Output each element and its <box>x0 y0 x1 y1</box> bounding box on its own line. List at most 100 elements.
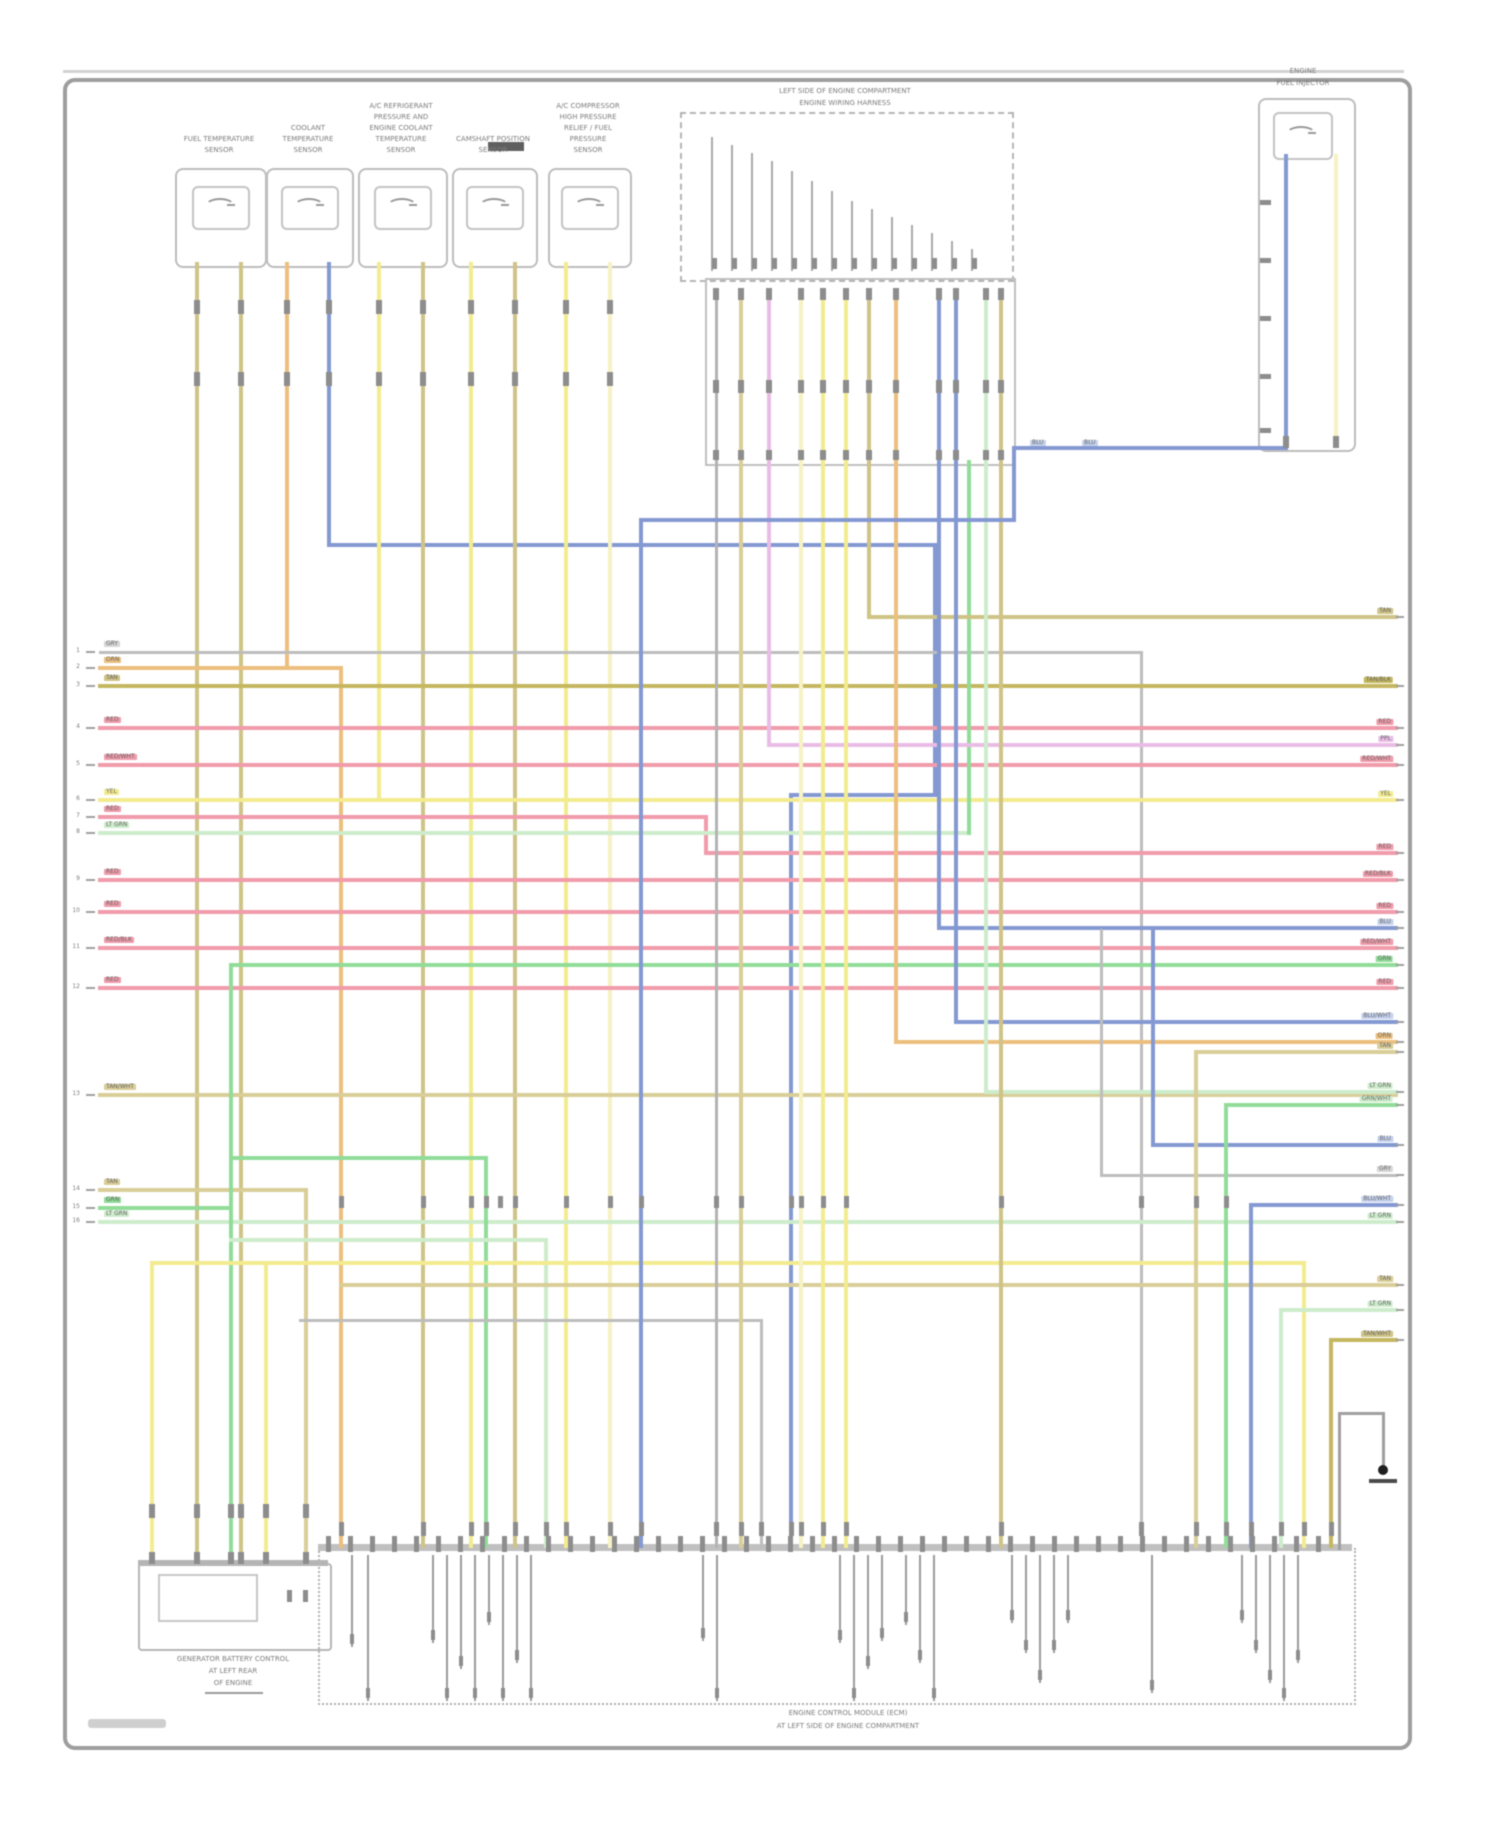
connector-pin <box>512 1196 518 1208</box>
right-exit-tick <box>1396 1144 1404 1146</box>
ground-bar <box>1369 1479 1397 1483</box>
connector-pin <box>459 1656 463 1666</box>
wire-color-tag: LT GRN <box>1367 1212 1393 1220</box>
connector-pin <box>936 288 942 300</box>
connector-pin <box>1052 1640 1056 1650</box>
connector-pin <box>942 1536 947 1552</box>
connector-pin <box>1138 1522 1144 1536</box>
caption: LEFT SIDE OF ENGINE COMPARTMENT <box>779 87 911 95</box>
wire-color-tag: BLU <box>1082 439 1098 447</box>
connector-pin <box>634 1536 639 1552</box>
right-exit-tick <box>1396 799 1404 801</box>
wire-color-tag: TAN <box>1377 1042 1393 1050</box>
wire <box>639 518 643 1548</box>
connector-pin <box>1260 428 1271 433</box>
right-exit-tick <box>1396 1221 1404 1223</box>
connector-pin <box>713 288 719 300</box>
wire <box>98 763 1398 767</box>
right-exit-tick <box>1396 1021 1404 1023</box>
connector-pin <box>238 300 244 314</box>
wire-color-tag: RED <box>1376 978 1393 986</box>
wire <box>1381 1411 1385 1470</box>
connector-pin <box>953 288 959 300</box>
left-exit-number: 9 <box>76 875 80 882</box>
connector-pin <box>1024 1640 1028 1650</box>
connector-pin <box>512 300 518 314</box>
connector-pin <box>798 450 804 460</box>
connector-pin <box>852 258 857 269</box>
sensor-symbol <box>205 198 235 214</box>
wire-color-tag: RED <box>1376 718 1393 726</box>
connector-pin <box>194 372 200 386</box>
wire-color-tag: RED <box>1376 843 1393 851</box>
connector-pin <box>370 1536 375 1552</box>
connector-pin <box>458 1536 463 1552</box>
connector-pin <box>348 1536 353 1552</box>
connector-pin <box>983 288 989 300</box>
connector-pin <box>238 1552 244 1564</box>
connector-pin <box>893 380 899 393</box>
wire <box>98 798 1398 802</box>
caption: COOLANT <box>290 124 326 132</box>
wire <box>967 460 971 835</box>
connector-pin <box>1066 1610 1070 1620</box>
wire-color-tag: GRN <box>1375 955 1393 963</box>
connector-pin <box>1248 1522 1254 1536</box>
connector-pin <box>766 380 772 393</box>
wire-color-tag: RED/WHT <box>104 753 137 761</box>
connector-pin <box>338 1196 344 1208</box>
connector-pin <box>263 1552 269 1564</box>
connector-pin <box>738 288 744 300</box>
wire <box>377 262 381 802</box>
wire <box>1194 1050 1198 1548</box>
watermark <box>88 1719 166 1728</box>
connector-pin <box>843 450 849 460</box>
wire <box>98 910 1398 914</box>
left-exit-tick <box>86 799 95 801</box>
connector-pin <box>952 258 957 269</box>
wire-color-tag: LT GRN <box>104 821 130 829</box>
right-exit-tick <box>1396 987 1404 989</box>
left-exit-tick <box>86 947 95 949</box>
right-exit-tick <box>1396 1104 1404 1106</box>
wire <box>1151 1555 1153 1693</box>
caption: SENSOR <box>386 146 416 154</box>
wire-color-tag: TAN <box>1377 607 1393 615</box>
connector-pin <box>832 258 837 269</box>
caption: PRESSURE AND <box>373 113 429 121</box>
caption: OF ENGINE <box>213 1679 253 1687</box>
connector-pin <box>904 1612 908 1622</box>
wire-color-tag: TAN <box>104 1178 120 1186</box>
wire-color-tag: TAN <box>104 674 120 682</box>
connector-pin <box>1162 1536 1167 1552</box>
wire-color-tag: RED/WHT <box>1360 938 1393 946</box>
right-exit-tick <box>1396 1051 1404 1053</box>
wire <box>1279 1308 1398 1312</box>
sensor-symbol <box>479 198 509 214</box>
connector-pin <box>820 380 826 393</box>
connector-pin <box>812 258 817 269</box>
connector-pin <box>983 380 989 393</box>
left-exit-tick <box>86 816 95 818</box>
wire <box>759 1318 763 1548</box>
connector-pin <box>1118 1536 1123 1552</box>
connector-pin <box>326 372 332 386</box>
left-exit-number: 5 <box>76 760 80 767</box>
wire <box>851 201 853 271</box>
wire <box>871 209 873 271</box>
wire <box>937 926 1398 930</box>
wire <box>564 262 568 1548</box>
left-exit-tick <box>86 685 95 687</box>
wire <box>933 543 937 797</box>
connector-pin <box>1052 1536 1057 1552</box>
sensor-box-2 <box>266 168 354 268</box>
connector-pin <box>1260 374 1271 379</box>
right-exit-tick <box>1396 947 1404 949</box>
wire <box>516 1555 518 1663</box>
wire <box>1249 1203 1398 1207</box>
wire <box>999 290 1003 1548</box>
caption: GENERATOR BATTERY CONTROL <box>176 1655 290 1663</box>
sensor-symbol <box>387 198 417 214</box>
wire <box>339 1283 1398 1287</box>
